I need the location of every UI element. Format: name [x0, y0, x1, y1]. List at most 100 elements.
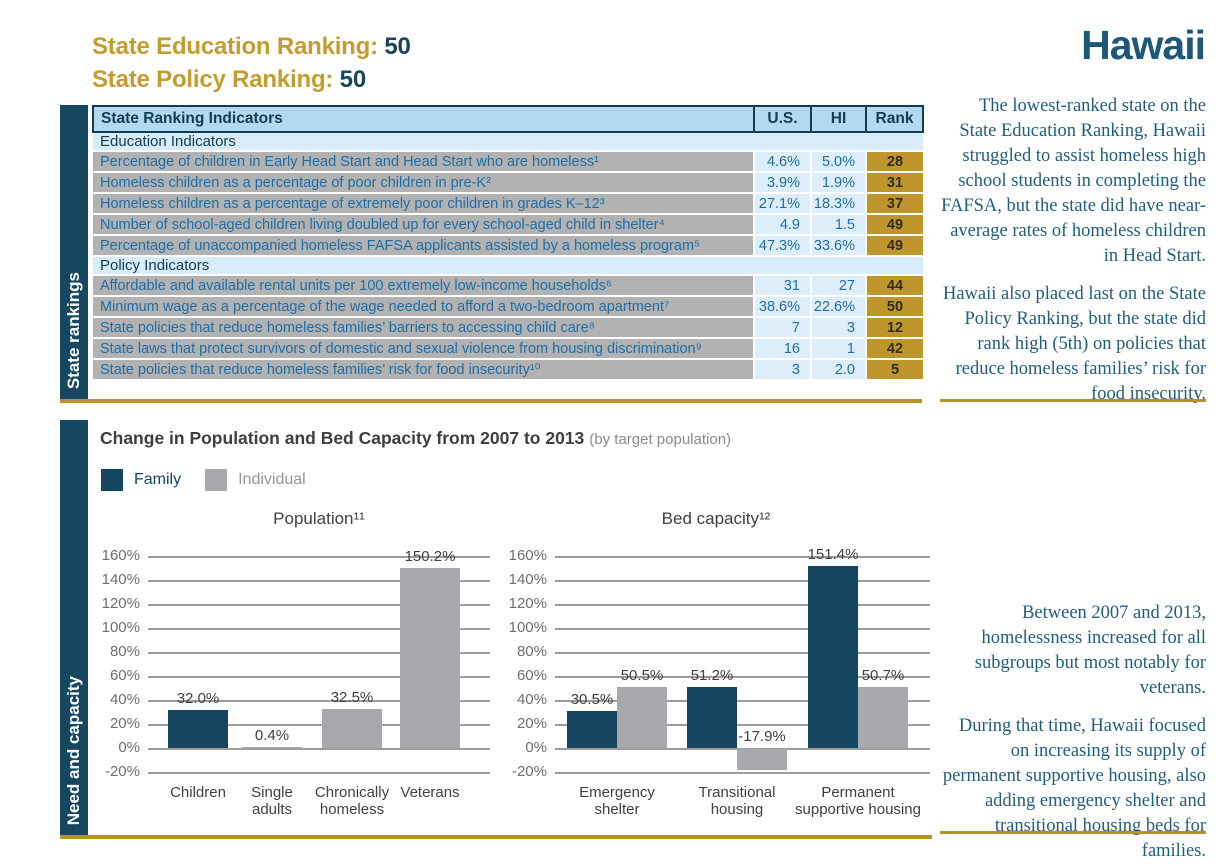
bar-value-label: 32.0% [176, 689, 220, 707]
grid-line [555, 652, 930, 654]
note-paragraph: Hawaii also placed last on the State Pol… [942, 284, 1206, 404]
summary-notes-bottom: Between 2007 and 2013, homelessness incr… [938, 601, 1206, 864]
indicator-cell: Homeless children as a percentage of ext… [93, 193, 755, 215]
rank-cell: 49 [866, 214, 923, 236]
rank-cell: 49 [866, 235, 923, 257]
page-title: Hawaii [1081, 22, 1206, 68]
grid-line [555, 628, 930, 630]
us-value-cell: 27.1% [754, 193, 812, 215]
column-header-us: U.S. [753, 105, 812, 133]
hi-value-cell: 1 [811, 338, 867, 360]
column-header-indicators: State Ranking Indicators [92, 105, 755, 133]
bar-value-label: 0.4% [254, 727, 290, 744]
column-header-rank: Rank [865, 105, 924, 133]
bar [567, 711, 617, 748]
us-value-cell: 3 [754, 359, 812, 381]
rank-cell: 44 [866, 275, 923, 297]
table-row: State laws that protect survivors of dom… [93, 338, 923, 360]
y-axis-tick-label: 120% [101, 595, 140, 612]
hi-value-cell: 5.0% [811, 151, 867, 173]
hi-value-cell: 1.9% [811, 172, 867, 194]
grid-line [148, 724, 490, 726]
y-axis-tick-label: -20% [104, 763, 140, 780]
y-axis-tick-label: 20% [109, 715, 140, 732]
table-row: Number of school-aged children living do… [93, 214, 923, 236]
bed-capacity-bar-chart: 160% 140% 120% 100% 80% 60% 40% 20% 0% -20% 30.5% 5… [500, 538, 940, 838]
bar [168, 709, 228, 748]
grid-line [555, 556, 930, 558]
category-label: Emergency shelter [579, 784, 655, 818]
y-axis-tick-label: 60% [109, 667, 140, 684]
table-section-label: Education Indicators [93, 132, 923, 152]
table-row: Affordable and available rental units pe… [93, 275, 923, 297]
rank-cell: 5 [866, 359, 923, 381]
table-row: Percentage of children in Early Head Sta… [93, 151, 923, 173]
notes-divider-rule [940, 399, 1206, 402]
grid-line [148, 772, 490, 774]
section-tab-label: Need and capacity [64, 675, 83, 825]
table-row: State policies that reduce homeless fami… [93, 317, 923, 339]
grid-line [148, 676, 490, 678]
section-tab-need-and-capacity: Need and capacity [60, 420, 88, 835]
us-value-cell: 7 [754, 317, 812, 339]
legend-swatch-individual [205, 469, 228, 491]
bar [808, 566, 858, 748]
hi-value-cell: 27 [811, 275, 867, 297]
grid-line [148, 604, 490, 606]
population-chart-title: Population¹¹ [273, 509, 365, 528]
rank-cell: 50 [866, 296, 923, 318]
y-axis-tick-label: -20% [511, 763, 547, 780]
hi-value-cell: 33.6% [811, 235, 867, 257]
rank-cell: 12 [866, 317, 923, 339]
indicator-cell: State policies that reduce homeless fami… [93, 317, 755, 339]
bar [687, 686, 737, 748]
category-label: Permanent supportive housing [795, 784, 921, 818]
grid-line [555, 748, 930, 750]
bar-value-label: -17.9% [738, 728, 786, 745]
legend-item: Individual [205, 469, 306, 491]
note-paragraph: Between 2007 and 2013, homelessness incr… [974, 603, 1206, 698]
policy-ranking-heading: State Policy Ranking: 50 [92, 63, 411, 96]
y-axis-tick-label: 100% [508, 619, 547, 636]
table-section-label: Policy Indicators [93, 256, 923, 276]
grid-line [555, 724, 930, 726]
chart-legend: Family Individual [101, 469, 306, 491]
y-axis-tick-label: 100% [101, 619, 140, 636]
grid-line [555, 772, 930, 774]
y-axis-tick-label: 80% [516, 643, 547, 660]
y-axis-tick-label: 0% [118, 739, 140, 756]
y-axis-tick-label: 80% [109, 643, 140, 660]
note-paragraph: During that time, Hawaii focused on incr… [942, 716, 1206, 861]
column-header-hi: HI [810, 105, 867, 133]
note-paragraph: The lowest-ranked state on the State Edu… [941, 96, 1206, 266]
y-axis-tick-label: 0% [525, 739, 547, 756]
legend-item: Family [101, 469, 181, 491]
bar-value-label: 32.5% [330, 689, 374, 706]
y-axis-tick-label: 60% [516, 667, 547, 684]
hi-value-cell: 3 [811, 317, 867, 339]
summary-notes-top: The lowest-ranked state on the State Edu… [938, 94, 1206, 407]
policy-ranking-label: State Policy Ranking: [92, 66, 334, 93]
indicator-cell: State laws that protect survivors of dom… [93, 338, 755, 360]
rank-cell: 28 [866, 151, 923, 173]
hi-value-cell: 18.3% [811, 193, 867, 215]
rank-cell: 31 [866, 172, 923, 194]
bar [858, 687, 908, 748]
indicator-cell: Number of school-aged children living do… [93, 214, 755, 236]
legend-label: Family [134, 471, 182, 488]
us-value-cell: 3.9% [754, 172, 812, 194]
legend-label: Individual [238, 471, 306, 488]
y-axis-tick-label: 20% [516, 715, 547, 732]
section-tab-state-rankings: State rankings [60, 105, 88, 399]
grid-line [148, 652, 490, 654]
us-value-cell: 4.6% [754, 151, 812, 173]
table-section-row: Education Indicators [93, 132, 923, 152]
indicator-cell: Percentage of unaccompanied homeless FAF… [93, 235, 755, 257]
bar-value-label: 50.7% [861, 667, 905, 685]
us-value-cell: 47.3% [754, 235, 812, 257]
indicator-cell: Homeless children as a percentage of poo… [93, 172, 755, 194]
y-axis-tick-label: 40% [109, 691, 140, 708]
y-axis-tick-label: 120% [508, 595, 547, 612]
legend-swatch-family [101, 469, 123, 491]
bar [322, 709, 382, 748]
